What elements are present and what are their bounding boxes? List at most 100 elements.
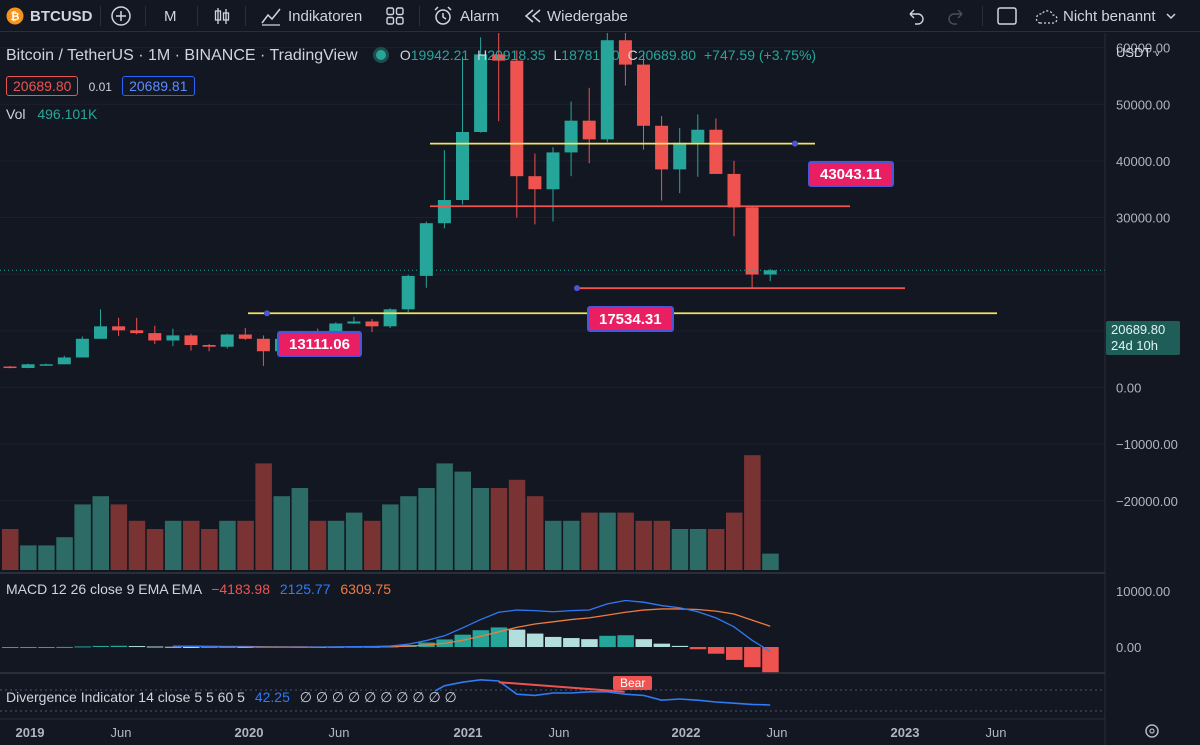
replay-label: Wiedergabe — [547, 7, 628, 25]
anchor-point — [264, 310, 270, 317]
price-axis: 60000.00 50000.00 40000.00 30000.00 10000.00… — [1104, 33, 1200, 745]
undo-icon — [909, 9, 924, 25]
sell-price-button[interactable]: 20689.80 — [6, 76, 79, 96]
divergence-legend[interactable]: Divergence Indicator 14 close 5 5 60 5 4… — [6, 689, 457, 706]
macd-histogram-bar — [707, 647, 725, 654]
volume-bar — [490, 488, 508, 570]
time-tick-label: 2020 — [235, 725, 264, 740]
macd-histogram-bar — [92, 645, 109, 647]
volume-bar — [436, 463, 453, 570]
compare-add-button[interactable] — [110, 0, 132, 32]
candle-body — [21, 364, 35, 368]
symbol-legend[interactable]: Bitcoin / TetherUS · 1M · BINANCE · Trad… — [6, 47, 816, 65]
volume-bar — [418, 488, 435, 570]
candle-body — [39, 364, 53, 366]
last-price-tag: 20689.80 24d 10h — [1106, 321, 1180, 355]
macd-histogram-bar — [38, 647, 55, 648]
alert-button[interactable]: Alarm — [432, 0, 499, 32]
price-tick-label: 30000.00 — [1116, 211, 1170, 226]
chart-area[interactable]: 60000.00 50000.00 40000.00 30000.00 10000.00… — [0, 33, 1200, 745]
macd-histogram-bar — [74, 646, 91, 648]
symbol-search-button[interactable]: ₿ BTCUSD — [6, 0, 93, 32]
toolbar-divider — [982, 6, 983, 26]
volume-bar — [762, 553, 779, 570]
price-tick-label: 40000.00 — [1116, 154, 1170, 169]
volume-bar — [545, 520, 562, 570]
callout-13111[interactable]: 13111.06 — [277, 331, 362, 357]
volume-bar — [508, 479, 526, 570]
macd-legend[interactable]: MACD 12 26 close 9 EMA EMA −4183.98 2125… — [6, 581, 391, 597]
candle-body — [166, 335, 180, 341]
macd-tick-label: 0.00 — [1116, 640, 1141, 655]
indicators-button[interactable]: Indikatoren — [260, 0, 362, 32]
macd-histogram-bar — [744, 647, 761, 668]
candle-body — [474, 54, 488, 133]
callout-17534[interactable]: 17534.31 — [587, 306, 674, 332]
alarm-clock-icon — [434, 6, 452, 25]
macd-label: MACD 12 26 close 9 EMA EMA — [6, 581, 202, 597]
plus-circle-icon — [111, 6, 131, 26]
time-axis: 2019 Jun 2020 Jun 2021 Jun 2022 Jun 2023 Jun — [16, 724, 1159, 740]
divergence-label: Divergence Indicator 14 close 5 5 60 5 — [6, 689, 245, 705]
layout-name: Nicht benannt — [1063, 7, 1156, 25]
settings-gear-icon[interactable] — [1145, 724, 1159, 738]
interval-button[interactable]: M — [164, 0, 177, 32]
candlesticks — [3, 33, 777, 369]
volume-bar — [128, 520, 146, 570]
chart-type-button[interactable] — [212, 0, 232, 32]
buy-price-button[interactable]: 20689.81 — [122, 76, 195, 96]
currency-selector[interactable]: USDT ˅ — [1116, 45, 1160, 60]
save-layout-button[interactable]: Nicht benannt — [1033, 0, 1178, 32]
volume-bar — [201, 529, 218, 570]
time-tick-label: Jun — [549, 725, 570, 740]
candle-body — [456, 132, 469, 200]
divergence-value: 42.25 — [254, 689, 290, 705]
anchor-point — [792, 140, 798, 147]
fullscreen-button[interactable] — [996, 0, 1018, 32]
volume-legend[interactable]: Vol 496.101K — [6, 106, 97, 122]
candle-body — [256, 338, 270, 352]
time-tick-label: 2023 — [891, 725, 920, 740]
time-tick-label: 2021 — [454, 725, 483, 740]
time-tick-label: 2019 — [16, 725, 45, 740]
volume-bar — [255, 463, 272, 570]
macd-histogram-bar — [762, 647, 779, 673]
undo-button[interactable] — [906, 0, 926, 32]
time-tick-label: Jun — [767, 725, 788, 740]
candle-body — [709, 129, 723, 174]
volume-bar — [744, 455, 761, 570]
time-tick-label: Jun — [111, 725, 132, 740]
spread-value: 0.01 — [88, 80, 112, 94]
candle-body — [655, 125, 669, 170]
candle-body — [202, 345, 216, 347]
macd-histogram-bar — [183, 647, 200, 648]
toolbar-divider — [245, 6, 246, 26]
ohlc-readout: O19942.21 H20918.35 L18781.00 C20689.80 … — [399, 47, 817, 63]
bear-divergence-label: Bear — [613, 676, 653, 690]
price-tick-label: −20000.00 — [1116, 494, 1178, 509]
candle-body — [383, 309, 397, 327]
bear-divergence-line — [498, 681, 625, 693]
cloud-icon — [1035, 10, 1058, 24]
svg-text:₿: ₿ — [11, 11, 20, 23]
macd-signal-value: 6309.75 — [340, 581, 391, 597]
candle-body — [94, 326, 107, 339]
volume-bar — [707, 529, 725, 570]
volume-bar — [671, 529, 689, 570]
macd-histogram-bar — [472, 630, 490, 647]
divergence-line — [434, 678, 771, 706]
macd-histogram-bar — [20, 647, 37, 648]
symbol-label: BTCUSD — [30, 7, 93, 25]
callout-43043[interactable]: 43043.11 — [808, 161, 894, 187]
candle-body — [691, 129, 705, 143]
macd-histogram-bar — [201, 647, 218, 648]
replay-button[interactable]: Wiedergabe — [523, 0, 628, 32]
volume-bar — [364, 520, 381, 570]
chart-canvas[interactable]: 60000.00 50000.00 40000.00 30000.00 10000.00… — [0, 33, 1200, 745]
redo-button[interactable] — [946, 0, 966, 32]
macd-histogram-bar — [128, 646, 146, 648]
macd-line-value: 2125.77 — [279, 581, 331, 597]
chevron-down-icon — [1166, 13, 1176, 20]
templates-button[interactable] — [385, 0, 405, 32]
macd-histogram-bar — [635, 639, 652, 647]
